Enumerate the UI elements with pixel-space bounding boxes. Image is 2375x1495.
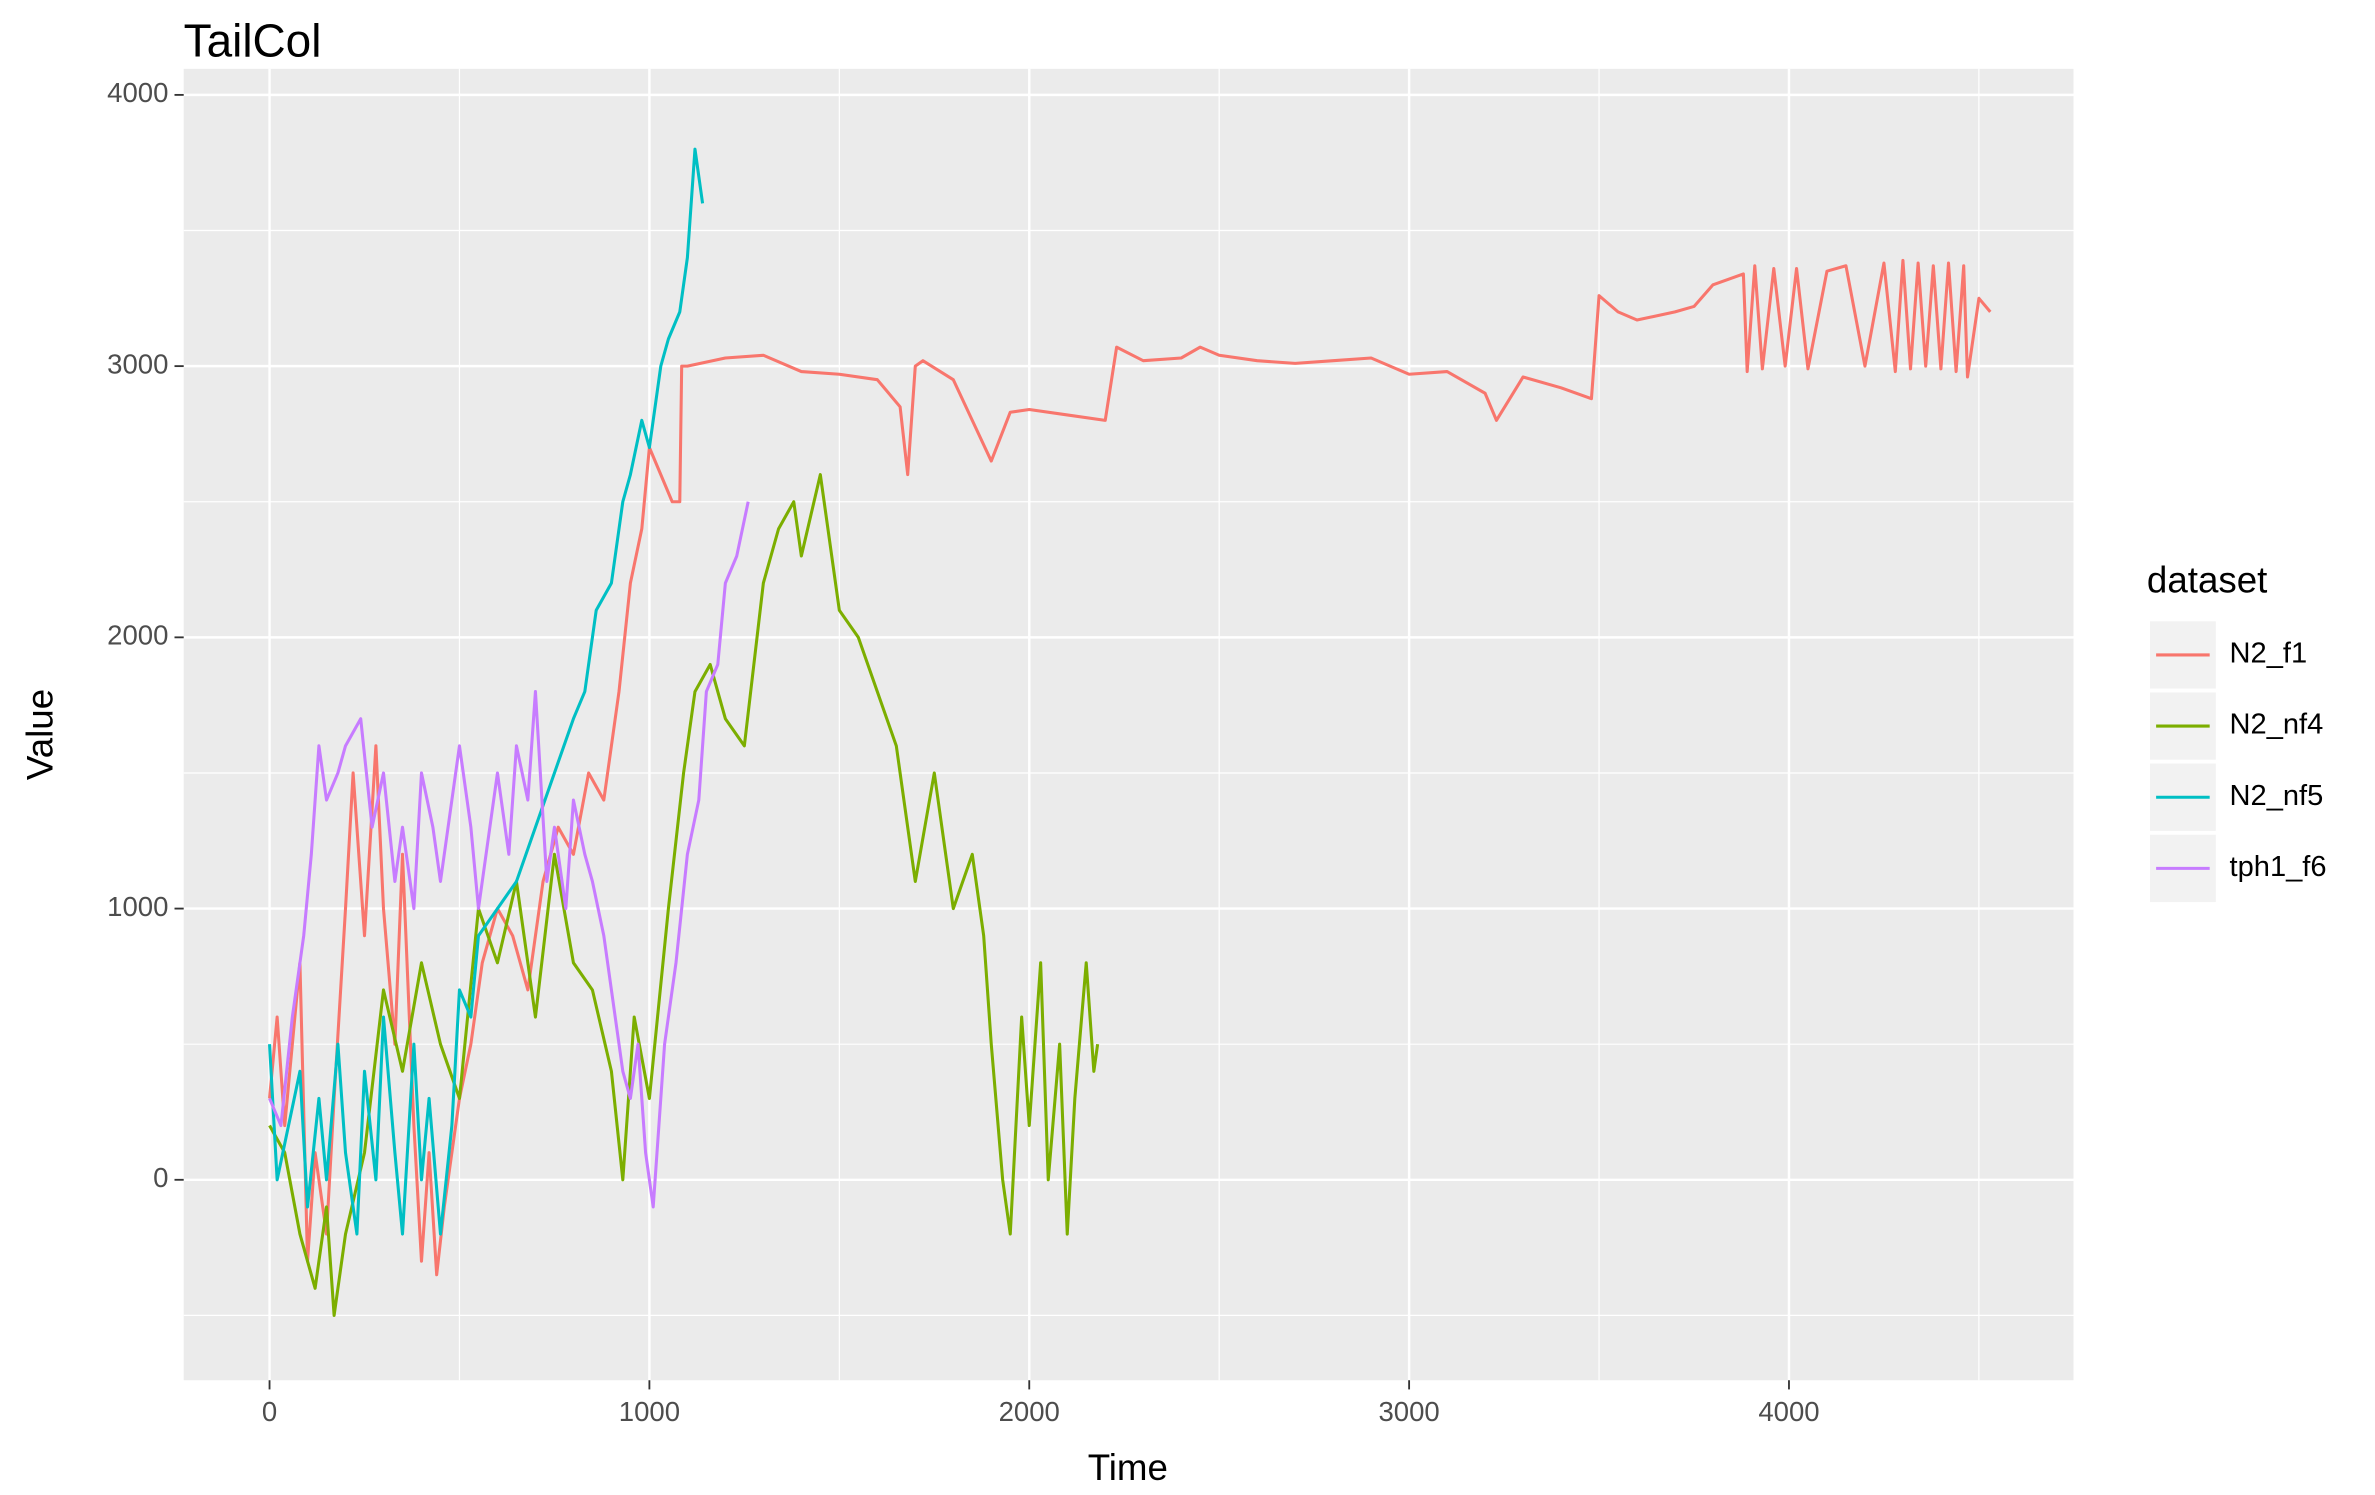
y-tick-label: 1000 <box>107 891 168 922</box>
y-axis-title: Value <box>20 689 61 780</box>
chart-title: TailCol <box>184 15 322 67</box>
panel <box>183 68 2074 1381</box>
legend-title: dataset <box>2147 560 2267 601</box>
legend-label: tph1_f6 <box>2230 851 2327 883</box>
line <box>268 501 750 1209</box>
x-axis-title: Time <box>1088 1447 1168 1488</box>
line <box>268 258 1992 1277</box>
line <box>268 473 1100 1317</box>
legend-label: N2_f1 <box>2230 638 2308 670</box>
x-tick-label: 2000 <box>999 1396 1060 1427</box>
x-tick-label: 4000 <box>1758 1396 1819 1427</box>
x-tick-label: 1000 <box>619 1396 680 1427</box>
y-tick-label: 3000 <box>107 348 168 379</box>
y-tick-label: 0 <box>153 1162 168 1193</box>
x-tick-label: 0 <box>262 1396 277 1427</box>
x-tick-label: 3000 <box>1378 1396 1439 1427</box>
line <box>268 147 705 1236</box>
y-tick-label: 2000 <box>107 620 168 651</box>
legend-label: N2_nf4 <box>2230 709 2324 741</box>
y-tick-label: 4000 <box>107 77 168 108</box>
legend-label: N2_nf5 <box>2230 780 2324 812</box>
